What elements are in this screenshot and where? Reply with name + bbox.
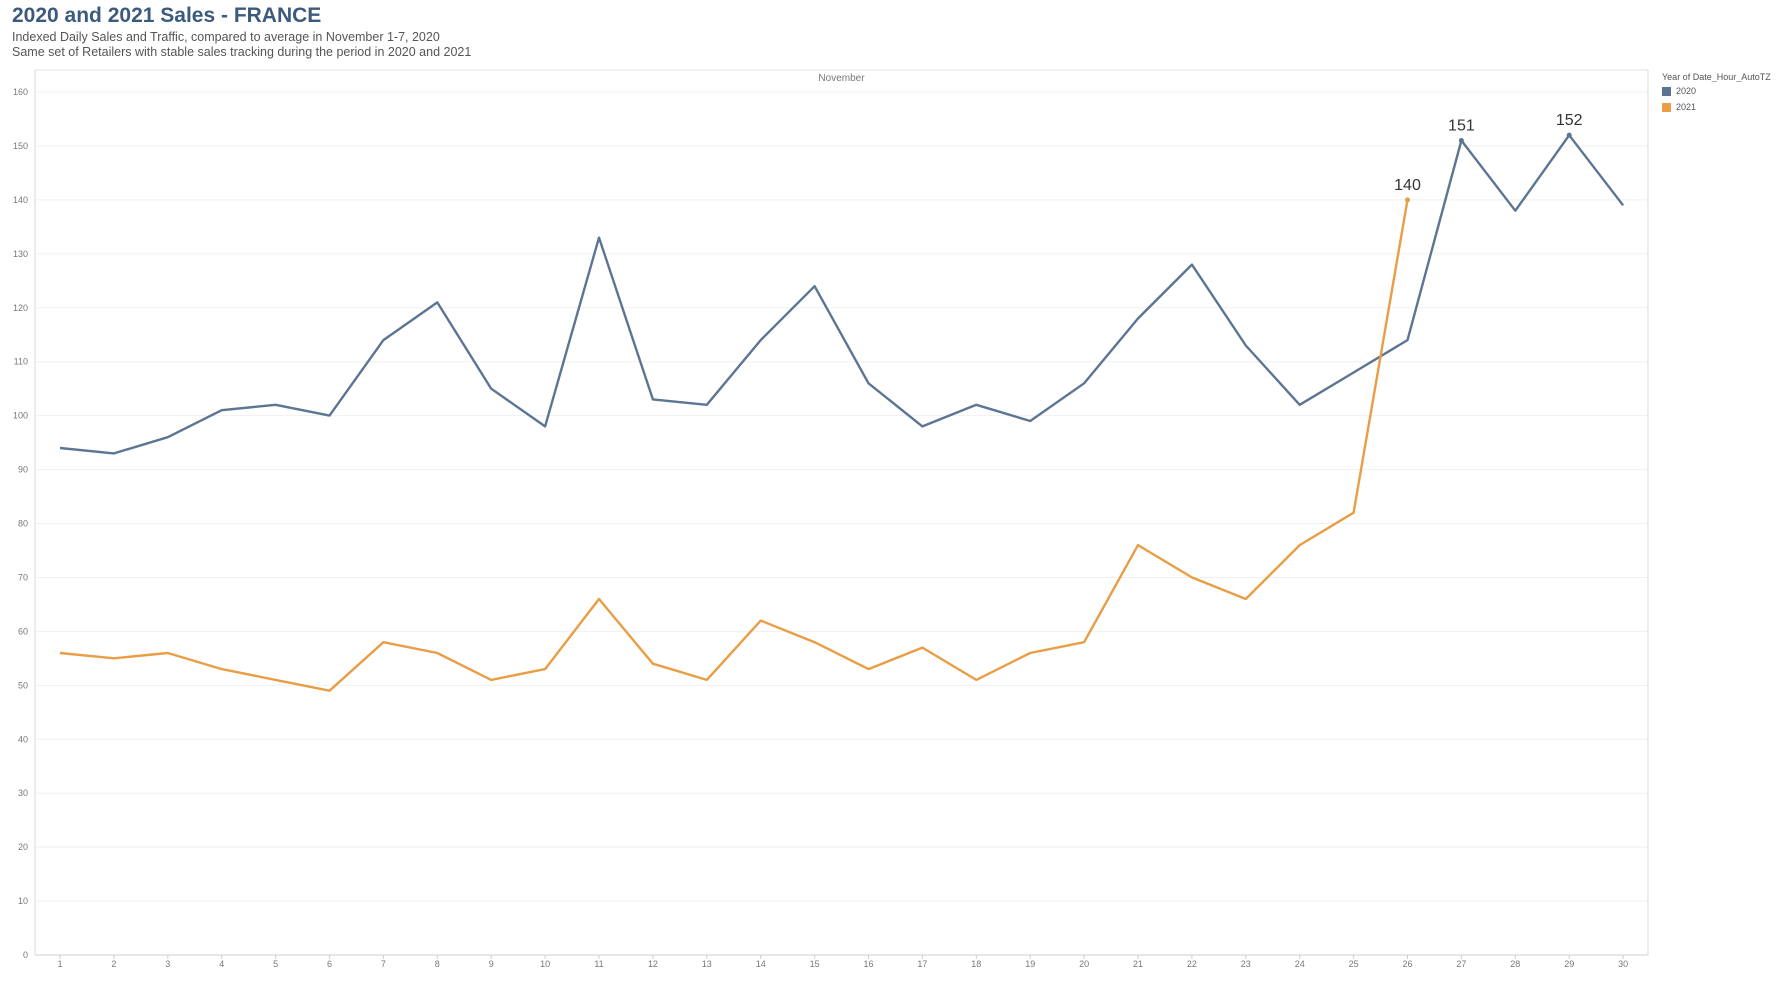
x-tick-label-17: 17 — [917, 959, 927, 969]
gridlines — [35, 91, 1648, 902]
y-tick-label-70: 70 — [18, 572, 28, 582]
series-line-2021 — [59, 199, 1409, 692]
y-tick-label-110: 110 — [14, 357, 28, 367]
x-tick-label-21: 21 — [1133, 959, 1143, 969]
x-tick-label-5: 5 — [273, 959, 278, 969]
series-line-2020 — [59, 133, 1625, 455]
legend-swatch-2020 — [1662, 86, 1671, 96]
x-tick-label-8: 8 — [435, 959, 440, 969]
data-point-2020-27 — [1458, 138, 1464, 144]
x-tick-label-13: 13 — [702, 959, 712, 969]
legend-title: Year of Date_Hour_AutoTZ — [1662, 72, 1771, 82]
x-tick-label-20: 20 — [1079, 959, 1089, 969]
x-tick-label-29: 29 — [1564, 959, 1574, 969]
x-tick-label-30: 30 — [1618, 959, 1628, 969]
x-tick-label-25: 25 — [1349, 959, 1359, 969]
x-tick-label-22: 22 — [1187, 959, 1197, 969]
x-tick-label-6: 6 — [327, 959, 332, 969]
legend-item-2020[interactable]: 2020 — [1662, 86, 1696, 96]
y-tick-label-40: 40 — [18, 734, 28, 744]
x-tick-label-3: 3 — [165, 959, 170, 969]
x-tick-label-27: 27 — [1456, 959, 1466, 969]
y-tick-label-0: 0 — [23, 950, 28, 960]
data-label-2021-26: 140 — [1394, 177, 1421, 194]
y-tick-label-120: 120 — [13, 303, 28, 313]
x-tick-label-14: 14 — [756, 959, 766, 969]
x-axis-header: November — [818, 73, 865, 84]
x-tick-label-10: 10 — [540, 959, 550, 969]
y-tick-label-150: 150 — [13, 141, 28, 151]
data-point-2021-26 — [1405, 197, 1410, 203]
y-tick-label-130: 130 — [13, 249, 28, 259]
axes: 0102030405060708090100110120130140150160… — [13, 69, 1649, 969]
data-point-2020-29 — [1566, 132, 1572, 138]
x-tick-label-16: 16 — [863, 959, 873, 969]
y-tick-label-100: 100 — [13, 411, 28, 421]
y-tick-label-80: 80 — [18, 519, 28, 529]
x-tick-label-9: 9 — [489, 959, 494, 969]
x-tick-label-11: 11 — [594, 959, 603, 969]
x-tick-label-18: 18 — [971, 959, 981, 969]
y-tick-label-10: 10 — [18, 896, 28, 906]
x-tick-label-19: 19 — [1025, 959, 1035, 969]
series-lines — [59, 133, 1625, 692]
data-label-2020-27: 151 — [1448, 118, 1475, 135]
y-tick-label-20: 20 — [18, 842, 28, 852]
legend-swatch-2021 — [1662, 102, 1671, 112]
legend-item-2021[interactable]: 2021 — [1662, 102, 1696, 112]
y-tick-label-30: 30 — [18, 788, 28, 798]
x-tick-label-15: 15 — [810, 959, 820, 969]
data-label-2020-29: 152 — [1556, 112, 1583, 129]
x-tick-label-12: 12 — [648, 959, 658, 969]
chart-title: 2020 and 2021 Sales - FRANCE — [12, 4, 322, 27]
y-tick-label-50: 50 — [18, 680, 28, 690]
x-tick-label-2: 2 — [111, 959, 116, 969]
x-tick-label-23: 23 — [1241, 959, 1251, 969]
x-tick-label-4: 4 — [219, 959, 224, 969]
x-tick-label-7: 7 — [381, 959, 386, 969]
legend-label-2021: 2021 — [1676, 102, 1697, 112]
x-tick-label-26: 26 — [1402, 959, 1412, 969]
data-labels: 151 152 140 — [1394, 112, 1583, 203]
x-tick-label-28: 28 — [1510, 959, 1520, 969]
x-tick-label-24: 24 — [1295, 959, 1305, 969]
y-tick-label-140: 140 — [13, 195, 28, 205]
x-tick-label-1: 1 — [57, 959, 62, 969]
y-tick-label-90: 90 — [18, 465, 28, 475]
legend-label-2020: 2020 — [1676, 86, 1697, 96]
chart-subtitle-line-1: Indexed Daily Sales and Traffic, compare… — [12, 30, 440, 44]
y-tick-label-160: 160 — [13, 87, 28, 97]
chart-subtitle-line-2: Same set of Retailers with stable sales … — [12, 45, 472, 59]
y-tick-label-60: 60 — [18, 626, 28, 636]
